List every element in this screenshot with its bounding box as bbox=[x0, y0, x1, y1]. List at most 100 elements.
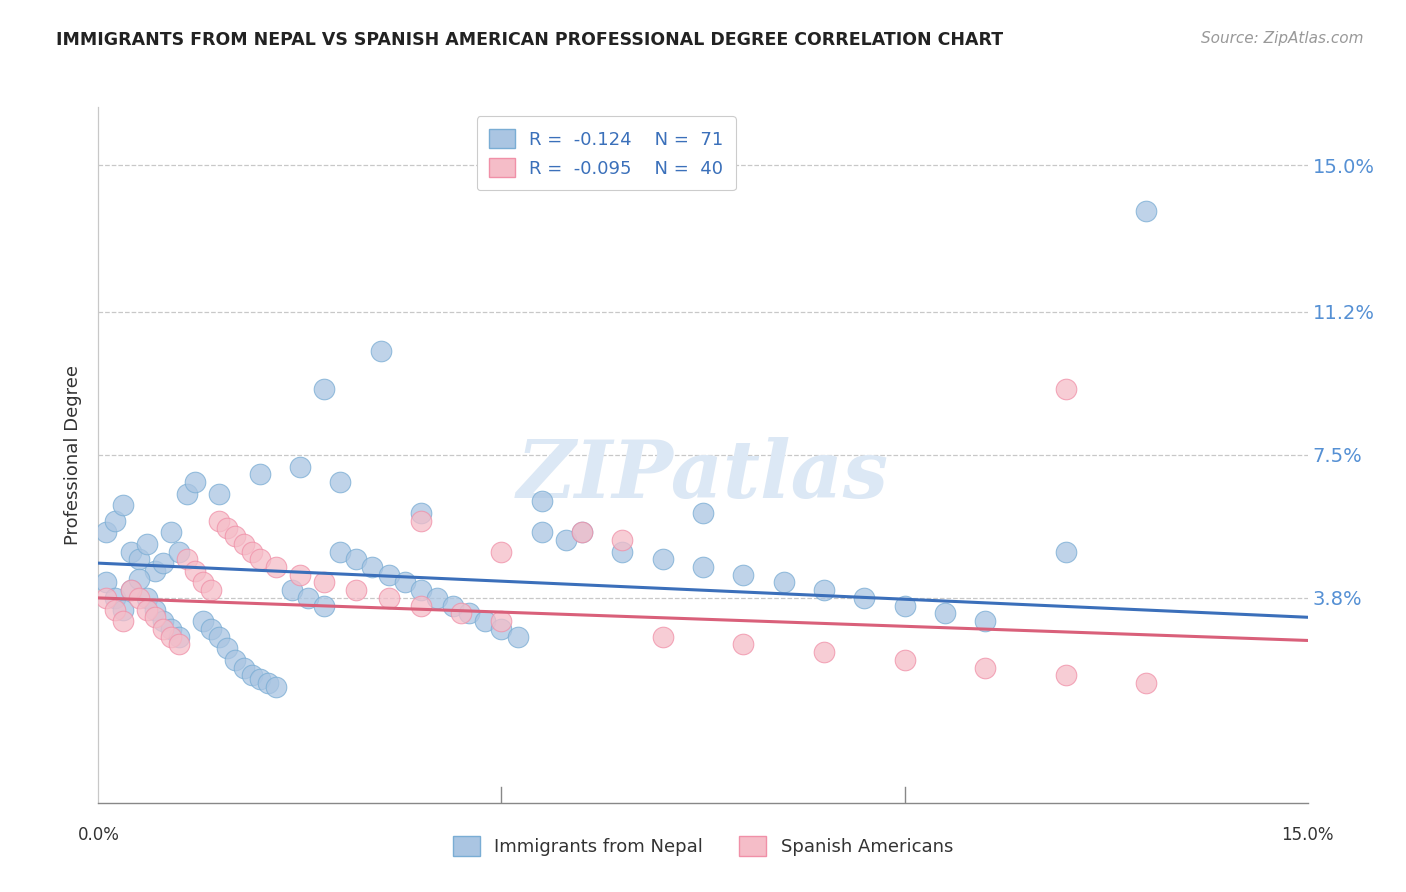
Point bbox=[193, 614, 215, 628]
Point bbox=[143, 610, 166, 624]
Point bbox=[288, 567, 311, 582]
Point bbox=[152, 614, 174, 628]
Point bbox=[281, 583, 304, 598]
Point bbox=[344, 552, 367, 566]
Point bbox=[974, 660, 997, 674]
Point bbox=[264, 560, 287, 574]
Point bbox=[232, 660, 254, 674]
Point bbox=[111, 614, 134, 628]
Point bbox=[240, 544, 263, 558]
Point bbox=[160, 630, 183, 644]
Point bbox=[344, 583, 367, 598]
Point bbox=[651, 630, 673, 644]
Point bbox=[128, 591, 150, 605]
Point bbox=[813, 645, 835, 659]
Point bbox=[96, 575, 118, 590]
Point bbox=[329, 475, 352, 489]
Point bbox=[934, 607, 956, 621]
Point bbox=[571, 525, 593, 540]
Point bbox=[394, 575, 416, 590]
Point bbox=[530, 525, 553, 540]
Point bbox=[651, 552, 673, 566]
Point bbox=[409, 583, 432, 598]
Point bbox=[167, 637, 190, 651]
Point bbox=[120, 544, 142, 558]
Point bbox=[103, 602, 125, 616]
Legend: Immigrants from Nepal, Spanish Americans: Immigrants from Nepal, Spanish Americans bbox=[446, 829, 960, 863]
Point bbox=[111, 602, 134, 616]
Point bbox=[240, 668, 263, 682]
Point bbox=[152, 622, 174, 636]
Point bbox=[256, 676, 278, 690]
Point bbox=[612, 544, 634, 558]
Text: ZIPatlas: ZIPatlas bbox=[517, 437, 889, 515]
Point bbox=[208, 514, 231, 528]
Point bbox=[135, 537, 157, 551]
Point bbox=[1054, 668, 1077, 682]
Point bbox=[772, 575, 794, 590]
Point bbox=[96, 525, 118, 540]
Point bbox=[450, 607, 472, 621]
Point bbox=[409, 514, 432, 528]
Point bbox=[217, 641, 239, 656]
Point bbox=[135, 591, 157, 605]
Point bbox=[692, 506, 714, 520]
Point bbox=[361, 560, 384, 574]
Point bbox=[111, 498, 134, 512]
Point bbox=[200, 583, 222, 598]
Point bbox=[491, 614, 513, 628]
Point bbox=[458, 607, 481, 621]
Point bbox=[1135, 676, 1157, 690]
Point bbox=[474, 614, 496, 628]
Point bbox=[184, 564, 207, 578]
Point bbox=[232, 537, 254, 551]
Point bbox=[288, 459, 311, 474]
Point bbox=[1054, 382, 1077, 396]
Text: Source: ZipAtlas.com: Source: ZipAtlas.com bbox=[1201, 31, 1364, 46]
Point bbox=[377, 567, 399, 582]
Point bbox=[193, 575, 215, 590]
Point bbox=[128, 572, 150, 586]
Point bbox=[426, 591, 449, 605]
Text: 0.0%: 0.0% bbox=[77, 826, 120, 844]
Point bbox=[733, 567, 755, 582]
Point bbox=[409, 599, 432, 613]
Point bbox=[120, 583, 142, 598]
Point bbox=[329, 544, 352, 558]
Point bbox=[224, 653, 246, 667]
Point bbox=[571, 525, 593, 540]
Point bbox=[217, 521, 239, 535]
Point bbox=[314, 382, 336, 396]
Point bbox=[612, 533, 634, 547]
Point bbox=[1054, 544, 1077, 558]
Point bbox=[96, 591, 118, 605]
Point bbox=[200, 622, 222, 636]
Point bbox=[249, 467, 271, 482]
Point bbox=[143, 602, 166, 616]
Point bbox=[160, 525, 183, 540]
Point bbox=[224, 529, 246, 543]
Point bbox=[167, 630, 190, 644]
Point bbox=[167, 544, 190, 558]
Text: 15.0%: 15.0% bbox=[1281, 826, 1334, 844]
Point bbox=[184, 475, 207, 489]
Point bbox=[491, 544, 513, 558]
Point bbox=[555, 533, 578, 547]
Point bbox=[893, 599, 915, 613]
Point bbox=[733, 637, 755, 651]
Point bbox=[103, 514, 125, 528]
Point bbox=[128, 552, 150, 566]
Point bbox=[135, 602, 157, 616]
Point bbox=[377, 591, 399, 605]
Point bbox=[370, 343, 392, 358]
Point bbox=[506, 630, 529, 644]
Point bbox=[208, 630, 231, 644]
Point bbox=[264, 680, 287, 694]
Point bbox=[143, 564, 166, 578]
Point bbox=[249, 672, 271, 686]
Point bbox=[692, 560, 714, 574]
Point bbox=[813, 583, 835, 598]
Point bbox=[297, 591, 319, 605]
Point bbox=[893, 653, 915, 667]
Point bbox=[441, 599, 464, 613]
